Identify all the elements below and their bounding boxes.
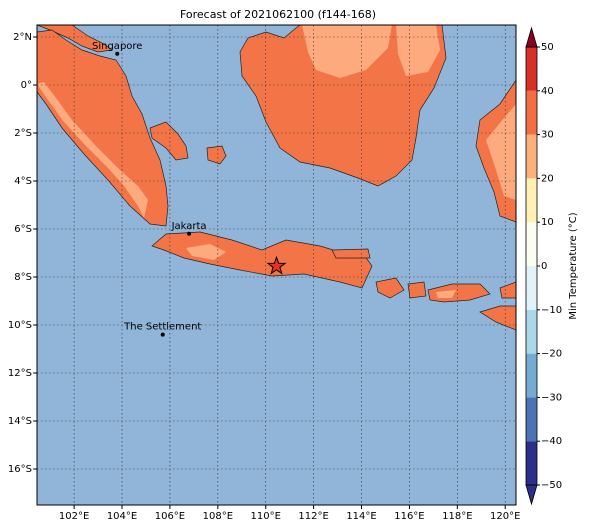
lon-tick-label: 110°E <box>251 511 281 522</box>
colorbar-segment <box>526 47 537 91</box>
lat-tick-label: 8°S <box>14 272 32 283</box>
city-label: Jakarta <box>171 221 207 232</box>
land-warm <box>37 82 148 218</box>
colorbar-tick-label: 40 <box>541 86 554 97</box>
land <box>206 145 227 165</box>
lat-tick-label: 0° <box>21 80 32 91</box>
colorbar-tick-label: 10 <box>541 217 554 228</box>
lon-tick-label: 108°E <box>203 511 233 522</box>
colorbar-segment <box>526 134 537 179</box>
colorbar-tick-label: 20 <box>541 173 554 184</box>
colorbar-extend-top <box>525 26 538 48</box>
city-label: The Settlement <box>123 322 201 333</box>
colorbar-segment <box>526 266 537 310</box>
land <box>499 281 516 299</box>
lat-tick-label: 2°S <box>14 128 32 139</box>
location-star <box>266 255 287 275</box>
land <box>331 248 371 259</box>
lat-tick-label: 10°S <box>8 320 32 331</box>
colorbar-tick-label: 50 <box>541 42 554 53</box>
colorbar-tick-label: 30 <box>541 130 554 141</box>
map-title: Forecast of 2021062100 (f144-168) <box>180 8 376 21</box>
lon-tick-label: 106°E <box>155 511 185 522</box>
lon-tick-label: 104°E <box>107 511 137 522</box>
land-warm <box>302 25 392 78</box>
land-warm <box>486 104 516 200</box>
colorbar-label: Min Temperature (°C) <box>568 212 579 319</box>
lat-tick-label: 14°S <box>8 416 32 427</box>
lon-tick-label: 118°E <box>442 511 472 522</box>
city-dot <box>187 231 192 236</box>
lon-tick-label: 112°E <box>298 511 328 522</box>
colorbar-tick-label: −30 <box>541 392 562 403</box>
land <box>407 281 427 299</box>
lon-tick-label: 114°E <box>346 511 376 522</box>
map-frame <box>36 24 517 506</box>
land <box>479 305 516 331</box>
lon-tick-label: 102°E <box>59 511 89 522</box>
colorbar-tick-label: −20 <box>541 349 562 360</box>
land-layer <box>37 25 516 331</box>
land-warm <box>186 244 226 260</box>
lat-tick-label: 12°S <box>8 368 32 379</box>
land-warm <box>396 25 440 76</box>
colorbar-tick-label: 0 <box>541 261 547 272</box>
colorbar-tick-label: −40 <box>541 436 562 447</box>
land <box>37 25 113 53</box>
colorbar-segment <box>526 397 537 442</box>
land-warm <box>436 290 456 298</box>
colorbar-segment <box>526 353 537 398</box>
city-dot <box>160 332 165 337</box>
lon-tick-label: 116°E <box>394 511 424 522</box>
colorbar-tick-label: −50 <box>541 480 562 491</box>
colorbar-tick-label: −10 <box>541 305 562 316</box>
lat-tick-label: 6°S <box>14 224 32 235</box>
land <box>239 25 447 187</box>
city-dot <box>115 51 120 56</box>
city-label: Singapore <box>92 41 142 52</box>
lat-tick-label: 16°S <box>8 464 32 475</box>
land <box>37 29 169 227</box>
colorbar-segment <box>526 90 537 135</box>
colorbar-segment <box>526 441 537 485</box>
colorbar-segment <box>526 309 537 354</box>
lon-tick-label: 120°E <box>490 511 520 522</box>
colorbar-extend-bottom <box>525 484 538 506</box>
lat-tick-label: 2°N <box>13 32 32 43</box>
colorbar-segment <box>526 178 537 223</box>
colorbar-segment <box>526 222 537 266</box>
lat-tick-label: 4°S <box>14 176 32 187</box>
land <box>375 277 405 299</box>
